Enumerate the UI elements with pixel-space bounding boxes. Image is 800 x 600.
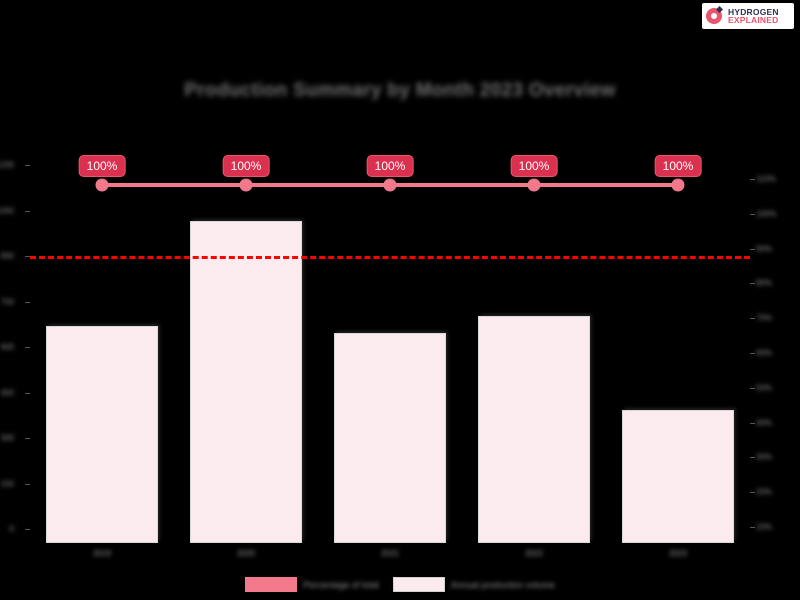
left-axis-tick [25, 165, 30, 166]
left-axis-label: 900 [0, 251, 14, 261]
right-axis-label: 90% [756, 244, 773, 254]
right-axis-label: 100% [756, 209, 777, 219]
right-axis-label: 60% [756, 348, 773, 358]
brand-logo: HYDROGEN EXPLAINED [702, 3, 794, 29]
flame-circle-icon [705, 6, 725, 26]
target-reference-line [30, 256, 750, 259]
logo-line-1: HYDROGEN [728, 6, 779, 17]
x-axis-label-2020: 2020 [237, 549, 255, 558]
bar-2019[interactable] [46, 326, 158, 543]
right-axis-tick [750, 283, 755, 285]
data-label-2020: 100% [222, 155, 270, 177]
right-axis-tick [750, 179, 755, 180]
left-axis-tick [25, 438, 30, 439]
left-axis-label: 750 [0, 297, 14, 306]
left-axis-tick [25, 392, 30, 394]
data-label-2019: 100% [78, 155, 126, 177]
x-axis-label-2021: 2021 [381, 549, 399, 558]
data-label-2021: 100% [366, 155, 414, 177]
left-axis-label: 150 [0, 479, 14, 488]
data-point-marker-2021[interactable] [383, 178, 397, 192]
right-axis-label: 10% [756, 522, 773, 532]
left-axis-tick [25, 483, 30, 485]
right-axis-tick [750, 248, 755, 250]
right-axis-label: 30% [756, 452, 773, 462]
legend-label-1: Annual production volume [450, 579, 555, 590]
left-axis-label: 450 [0, 388, 14, 397]
right-axis-tick [750, 457, 755, 459]
right-axis-label: 40% [756, 418, 773, 428]
data-point-marker-2020[interactable] [239, 178, 253, 192]
left-axis-tick [25, 256, 30, 257]
data-point-marker-2019[interactable] [95, 178, 109, 192]
chart-plot-area: 1200 1050 900 750 600 450 300 150 0 110% 100% 90% 80… [0, 155, 776, 543]
bar-2021[interactable] [334, 333, 446, 543]
data-label-2022: 100% [510, 155, 558, 177]
legend-swatch-1 [392, 577, 445, 592]
data-point-marker-2023[interactable] [671, 178, 685, 192]
left-axis-label: 1050 [0, 206, 14, 215]
chart-title: Production Summary by Month 2023 Overvie… [184, 80, 616, 101]
left-axis-tick [25, 301, 30, 303]
left-axis-label: 1200 [0, 160, 14, 170]
legend-swatch-0 [245, 577, 298, 592]
right-axis-tick [750, 527, 755, 528]
right-axis-tick [750, 318, 755, 320]
data-point-marker-2022[interactable] [527, 178, 541, 192]
logo-text: HYDROGEN EXPLAINED [728, 6, 779, 25]
right-axis-tick [750, 213, 755, 215]
bar-2020[interactable] [190, 221, 302, 543]
legend-item-0[interactable]: Percentage of total [245, 577, 379, 592]
right-axis-label: 20% [756, 487, 773, 497]
x-axis-label-2022: 2022 [525, 549, 543, 558]
left-axis-label: 600 [0, 342, 14, 352]
x-axis-label-2019: 2019 [93, 549, 111, 558]
right-axis-tick [750, 492, 755, 494]
data-label-2023: 100% [654, 155, 702, 177]
left-axis-tick [25, 529, 30, 530]
left-axis-label: 0 [9, 524, 14, 534]
right-axis-tick [750, 387, 755, 389]
right-axis-label: 70% [756, 313, 773, 323]
left-axis-tick [25, 347, 30, 348]
right-axis-label: 50% [756, 383, 773, 393]
x-axis-label-2023: 2023 [669, 549, 687, 558]
left-axis-label: 300 [0, 433, 14, 443]
legend-item-1[interactable]: Annual production volume [392, 577, 555, 592]
right-axis-label: 110% [756, 174, 776, 184]
logo-line-2: EXPLAINED [728, 15, 779, 25]
right-axis-label: 80% [756, 278, 773, 288]
bar-2023[interactable] [622, 410, 734, 543]
right-axis-tick [750, 422, 755, 424]
legend-label-0: Percentage of total [303, 579, 379, 590]
left-axis-tick [25, 210, 30, 212]
chart-legend: Percentage of total Annual production vol… [0, 577, 800, 592]
right-axis-tick [750, 353, 755, 354]
bar-2022[interactable] [478, 315, 590, 543]
